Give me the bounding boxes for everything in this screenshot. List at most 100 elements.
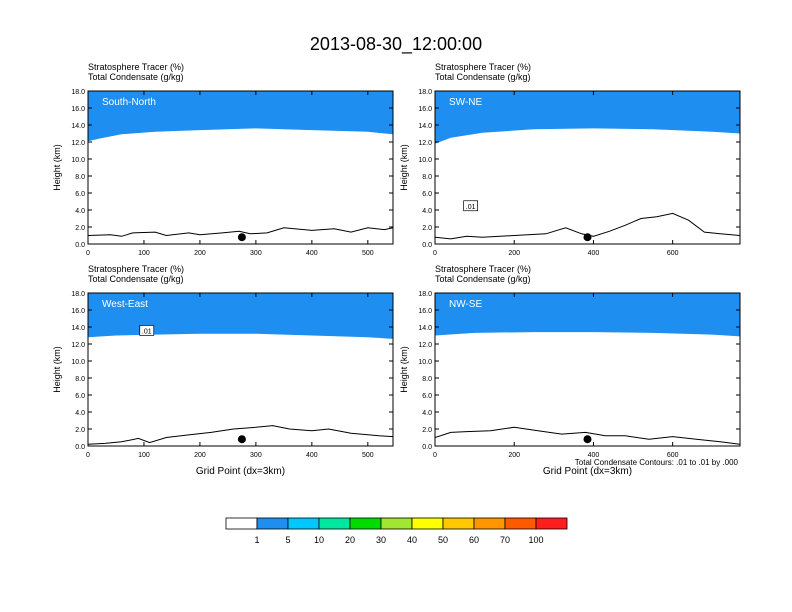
y-tick-label: 2.0 (75, 427, 85, 434)
colorbar-swatch (380, 517, 413, 530)
y-tick-label: 12.0 (418, 342, 432, 349)
x-tick-label: 0 (86, 250, 90, 257)
x-tick-label: 400 (306, 250, 318, 257)
x-tick-label: 400 (588, 452, 600, 459)
x-tick-label: 200 (194, 250, 206, 257)
colorbar-label: 40 (407, 535, 417, 545)
colorbar-swatch (473, 517, 506, 530)
x-axis-label: Grid Point (dx=3km) (543, 466, 632, 477)
header-condensate: Total Condensate (g/kg) (88, 72, 184, 82)
y-axis-label: Height (km) (399, 144, 409, 191)
x-tick-label: 0 (86, 452, 90, 459)
colorbar-label: 5 (285, 535, 290, 545)
x-tick-label: 400 (306, 452, 318, 459)
plot-area (88, 91, 393, 244)
location-marker (237, 435, 246, 444)
panel-frame (434, 90, 741, 245)
contour-note: Total Condensate Contours: .01 to .01 by… (575, 458, 739, 467)
colorbar-swatch (318, 517, 351, 530)
y-tick-label: 10.0 (418, 359, 432, 366)
colorbar-swatch (504, 517, 537, 530)
tracer-band-1 (435, 91, 740, 144)
y-tick-label: 8.0 (422, 174, 432, 181)
x-tick-label: 600 (667, 452, 679, 459)
contour-label-box (139, 325, 155, 336)
terrain-line (88, 227, 393, 237)
y-tick-label: 6.0 (75, 191, 85, 198)
panel-west-east: .01 West-East Stratosphere Tracer (%)Total… (52, 264, 394, 477)
y-tick-label: 2.0 (422, 427, 432, 434)
header-condensate: Total Condensate (g/kg) (88, 274, 184, 284)
y-tick-label: 14.0 (71, 325, 85, 332)
y-axis-label: Height (km) (52, 144, 62, 191)
y-tick-label: 0.0 (75, 242, 85, 249)
x-tick-label: 0 (433, 250, 437, 257)
y-tick-label: 6.0 (75, 393, 85, 400)
y-tick-label: 14.0 (418, 123, 432, 130)
x-tick-label: 200 (508, 452, 520, 459)
y-tick-label: 16.0 (71, 106, 85, 113)
panel-label: West-East (102, 299, 148, 310)
colorbar-label: 100 (528, 535, 543, 545)
y-tick-label: 10.0 (71, 157, 85, 164)
y-tick-label: 4.0 (75, 410, 85, 417)
panel-frame (87, 292, 394, 447)
y-tick-label: 18.0 (418, 291, 432, 298)
panel-sw-ne: .01 SW-NE Stratosphere Tracer (%)Total Con… (399, 62, 741, 257)
y-tick-label: 0.0 (422, 242, 432, 249)
header-condensate: Total Condensate (g/kg) (435, 274, 531, 284)
panel-frame (87, 90, 394, 245)
header-tracer: Stratosphere Tracer (%) (88, 264, 184, 274)
header-tracer: Stratosphere Tracer (%) (88, 62, 184, 72)
x-tick-label: 200 (194, 452, 206, 459)
colorbar-label: 1 (254, 535, 259, 545)
location-marker (583, 435, 592, 444)
x-tick-label: 0 (433, 452, 437, 459)
location-marker (237, 233, 246, 242)
y-tick-label: 10.0 (418, 157, 432, 164)
x-tick-label: 200 (508, 250, 520, 257)
figure-title: 2013-08-30_12:00:00 (310, 34, 482, 55)
colorbar-swatch (411, 517, 444, 530)
panel-frame (434, 292, 741, 447)
y-tick-label: 8.0 (75, 376, 85, 383)
y-axis-label: Height (km) (399, 346, 409, 393)
x-tick-label: 300 (250, 452, 262, 459)
contour-label-box (463, 200, 478, 212)
colorbar-label: 60 (469, 535, 479, 545)
colorbar: 1 5 10 20 30 40 50 60 70 100 (225, 517, 568, 545)
y-tick-label: 18.0 (418, 89, 432, 96)
terrain-line (88, 425, 393, 445)
panel-label: NW-SE (449, 299, 482, 310)
y-tick-label: 4.0 (422, 410, 432, 417)
x-axis-label: Grid Point (dx=3km) (196, 466, 285, 477)
y-tick-label: 18.0 (71, 291, 85, 298)
contour-label: .01 (466, 204, 476, 211)
y-tick-label: 0.0 (422, 444, 432, 451)
y-tick-label: 8.0 (422, 376, 432, 383)
y-tick-label: 4.0 (422, 208, 432, 215)
x-tick-label: 300 (250, 250, 262, 257)
y-tick-label: 14.0 (418, 325, 432, 332)
y-axis-label: Height (km) (52, 346, 62, 393)
y-tick-label: 12.0 (418, 140, 432, 147)
terrain-line (435, 426, 740, 445)
colorbar-swatch (349, 517, 382, 530)
colorbar-label: 70 (500, 535, 510, 545)
y-tick-label: 2.0 (422, 225, 432, 232)
y-tick-label: 4.0 (75, 208, 85, 215)
x-tick-label: 600 (667, 250, 679, 257)
colorbar-label: 30 (376, 535, 386, 545)
y-tick-label: 0.0 (75, 444, 85, 451)
colorbar-swatch (225, 517, 258, 530)
contour-label: .01 (142, 328, 152, 335)
colorbar-swatch (256, 517, 289, 530)
header-tracer: Stratosphere Tracer (%) (435, 264, 531, 274)
y-tick-label: 8.0 (75, 174, 85, 181)
location-marker (583, 233, 592, 242)
y-tick-label: 16.0 (418, 106, 432, 113)
plot-area: .01 (435, 91, 740, 244)
y-tick-label: 6.0 (422, 393, 432, 400)
